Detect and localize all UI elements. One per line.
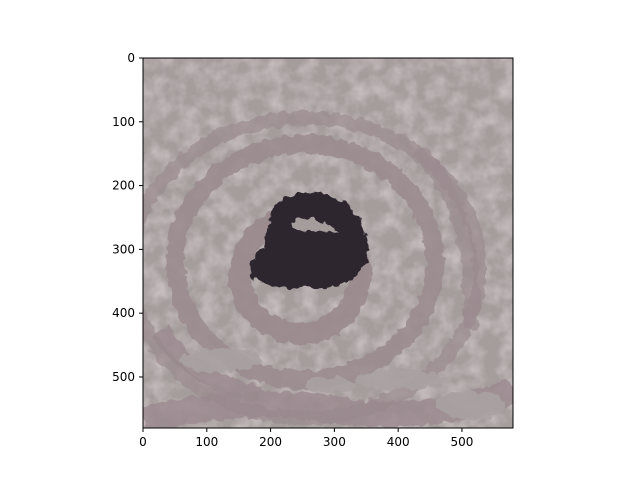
- x-tick-label: 400: [387, 435, 410, 449]
- x-tick-label: 500: [451, 435, 474, 449]
- x-axis-ticks: 0 100 200 300 400 500: [139, 428, 473, 449]
- y-tick-label: 500: [112, 370, 135, 384]
- y-axis-ticks: 0 100 200 300 400 500: [112, 51, 143, 384]
- y-tick-label: 300: [112, 242, 135, 256]
- x-tick-label: 200: [259, 435, 282, 449]
- x-tick-label: 300: [323, 435, 346, 449]
- satellite-image: [143, 58, 513, 428]
- storm-eye: [249, 191, 369, 289]
- x-tick-label: 0: [139, 435, 147, 449]
- y-tick-label: 200: [112, 179, 135, 193]
- x-tick-label: 100: [195, 435, 218, 449]
- y-tick-label: 100: [112, 115, 135, 129]
- y-tick-label: 0: [127, 51, 135, 65]
- plot-frame: [142, 57, 514, 429]
- y-tick-label: 400: [112, 306, 135, 320]
